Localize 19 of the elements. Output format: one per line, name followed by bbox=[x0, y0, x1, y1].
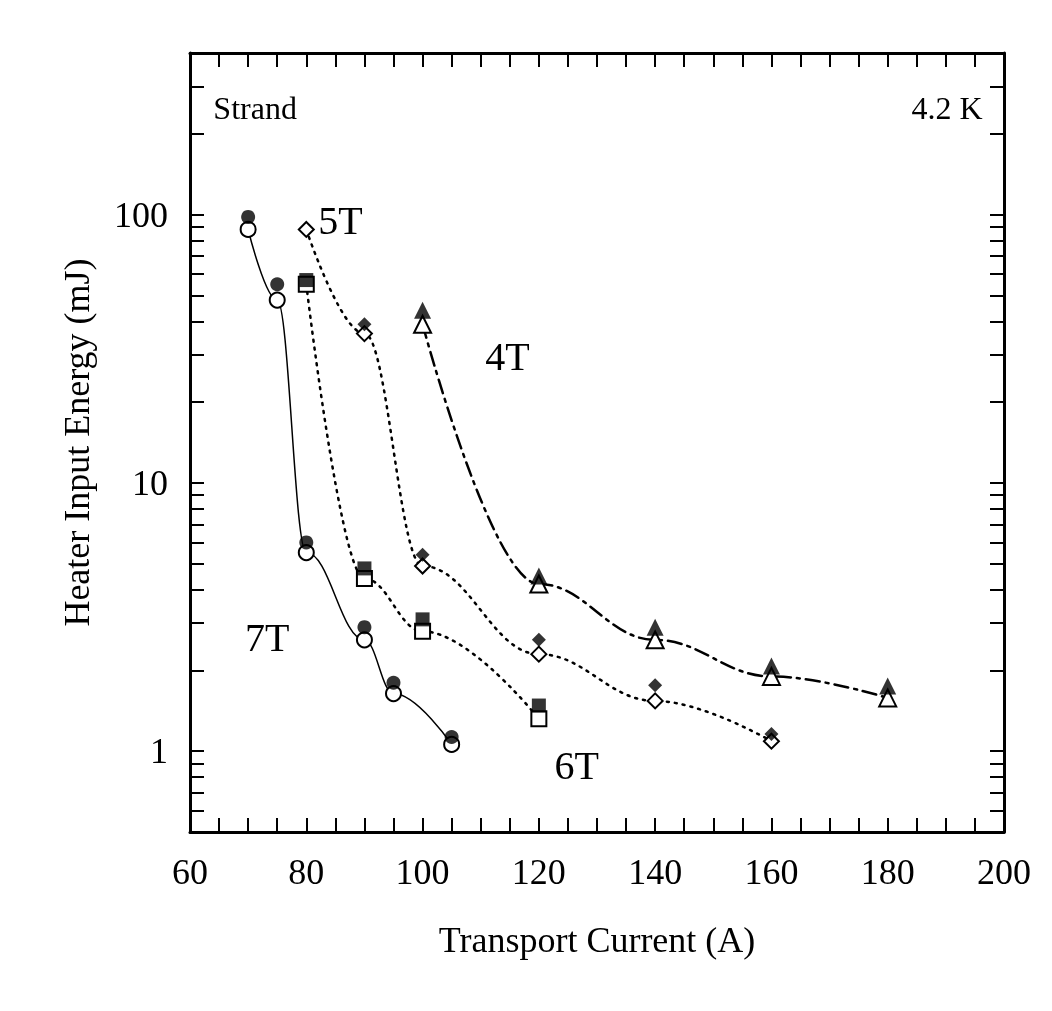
x-tick-label: 160 bbox=[744, 852, 799, 892]
annotation: 6T bbox=[554, 743, 599, 789]
y-axis-title: Heater Input Energy (mJ) bbox=[57, 258, 97, 627]
x-tick-label: 120 bbox=[511, 852, 566, 892]
x-tick-label: 200 bbox=[977, 852, 1031, 892]
annotation: 5T bbox=[318, 197, 363, 243]
y-tick-label: 10 bbox=[132, 462, 168, 503]
y-tick-label: 100 bbox=[114, 194, 168, 235]
y-tick-label: 1 bbox=[150, 731, 168, 772]
x-tick-label: 100 bbox=[395, 852, 450, 892]
x-axis-title: Transport Current (A) bbox=[438, 920, 756, 960]
x-tick-label: 140 bbox=[628, 852, 683, 892]
annotation: 7T bbox=[245, 614, 290, 660]
x-tick-label: 60 bbox=[172, 852, 208, 892]
annotation: 4.2 K bbox=[911, 89, 983, 126]
annotation: 4T bbox=[485, 334, 530, 380]
annotation: Strand bbox=[213, 89, 297, 126]
x-tick-label: 180 bbox=[860, 852, 915, 892]
x-tick-label: 80 bbox=[288, 852, 325, 892]
